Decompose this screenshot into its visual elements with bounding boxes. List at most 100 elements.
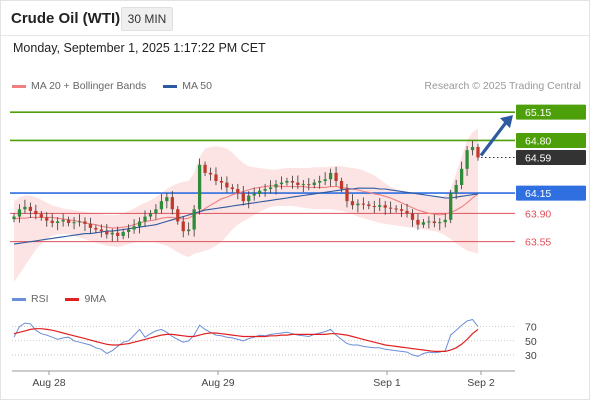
projection-arrow-head	[500, 115, 513, 129]
candle	[378, 198, 382, 212]
candle	[126, 224, 131, 239]
rsi-level-label: 30	[525, 350, 537, 362]
legend-ma20-label: MA 20 + Bollinger Bands	[31, 80, 147, 92]
x-tick-label: Sep 2	[467, 377, 495, 389]
candle	[247, 191, 251, 209]
candle	[181, 216, 185, 238]
level-label-63.90: 63.90	[525, 208, 551, 220]
projection-arrow-layer	[479, 115, 513, 157]
candle	[116, 226, 120, 242]
candle	[328, 168, 333, 187]
candle	[361, 197, 366, 210]
candle	[470, 140, 475, 156]
candle	[154, 204, 158, 220]
candle	[438, 218, 442, 231]
rsi-level-label: 70	[525, 322, 537, 334]
candle	[454, 179, 458, 200]
candle	[416, 213, 420, 230]
candle	[187, 222, 191, 236]
x-tick-label: Aug 29	[201, 377, 234, 389]
candle	[372, 200, 376, 214]
level-labels-layer: 65.15 64.80 64.59 64.15 63.90 63.55	[516, 104, 586, 249]
candle	[301, 179, 305, 193]
candle	[350, 194, 355, 210]
candle	[176, 206, 180, 225]
candle	[23, 199, 27, 214]
legend-rsi-label: RSI	[31, 293, 49, 305]
legend-9ma-swatch	[65, 297, 80, 301]
legend-rsi: RSI	[12, 293, 49, 305]
candle	[356, 199, 360, 213]
candle	[170, 190, 174, 215]
level-label-65.15: 65.15	[516, 104, 586, 120]
level-label-63.55: 63.55	[525, 237, 551, 249]
x-tick-label: Aug 28	[32, 377, 65, 389]
candle	[83, 217, 87, 231]
candle	[427, 216, 431, 229]
candle	[56, 217, 60, 231]
candle	[230, 184, 234, 193]
rsi-legend: RSI 9MA	[12, 293, 106, 305]
candle	[339, 177, 344, 193]
rsi-ma9-line	[13, 328, 479, 352]
ma50-line	[13, 187, 479, 245]
legend-ma20: MA 20 + Bollinger Bands	[12, 80, 146, 92]
level-value: 64.59	[525, 152, 551, 164]
level-value: 63.55	[525, 237, 551, 249]
candle	[143, 210, 147, 227]
legend-9ma-label: 9MA	[84, 293, 107, 305]
candle	[312, 179, 316, 189]
candle	[399, 204, 404, 218]
candle	[148, 210, 153, 220]
candle	[389, 201, 393, 214]
candle	[105, 224, 109, 239]
candle	[61, 213, 65, 227]
candle	[214, 167, 218, 186]
candle	[476, 143, 480, 161]
candle	[443, 213, 447, 228]
bollinger-band-layer	[14, 128, 478, 283]
candle	[225, 176, 229, 193]
candle	[323, 172, 327, 186]
candle	[203, 161, 207, 177]
bollinger-band	[14, 128, 478, 283]
candle	[88, 217, 93, 234]
x-tick-label: Sep 1	[373, 377, 401, 389]
candle	[268, 180, 273, 194]
level-value: 63.90	[525, 208, 551, 220]
candle	[121, 228, 125, 240]
legend-ma50-swatch	[163, 84, 178, 88]
timestamp: Monday, September 1, 2025 1:17:22 PM CET	[13, 41, 266, 55]
candle	[132, 219, 136, 234]
candle	[367, 201, 371, 210]
candle	[12, 213, 16, 223]
candle	[405, 203, 409, 218]
candle	[410, 209, 415, 227]
candle	[263, 183, 267, 197]
legend-9ma: 9MA	[65, 293, 106, 305]
candle	[34, 204, 38, 220]
level-label-64.59: 64.59	[516, 149, 586, 165]
candle	[110, 228, 114, 242]
candle	[77, 214, 82, 227]
rsi-panel: 70 50 30	[12, 318, 537, 362]
legend-ma50: MA 50	[163, 80, 212, 92]
timeframe-button[interactable]: 30 MIN	[121, 7, 173, 31]
candle	[296, 175, 300, 190]
candle	[208, 167, 213, 181]
projection-arrow	[479, 120, 509, 157]
candle	[465, 145, 469, 176]
chart-header: Crude Oil (WTI) 30 MIN	[0, 0, 590, 36]
level-label-64.15: 64.15	[516, 185, 586, 201]
candle	[285, 177, 289, 186]
candle	[219, 176, 224, 190]
candle	[94, 224, 98, 233]
candle	[459, 161, 464, 190]
legend-rsi-swatch	[12, 297, 26, 301]
level-label-64.80: 64.80	[516, 132, 586, 148]
candle	[421, 219, 426, 228]
candle	[165, 192, 169, 209]
candle	[449, 189, 453, 224]
candle	[236, 183, 240, 200]
